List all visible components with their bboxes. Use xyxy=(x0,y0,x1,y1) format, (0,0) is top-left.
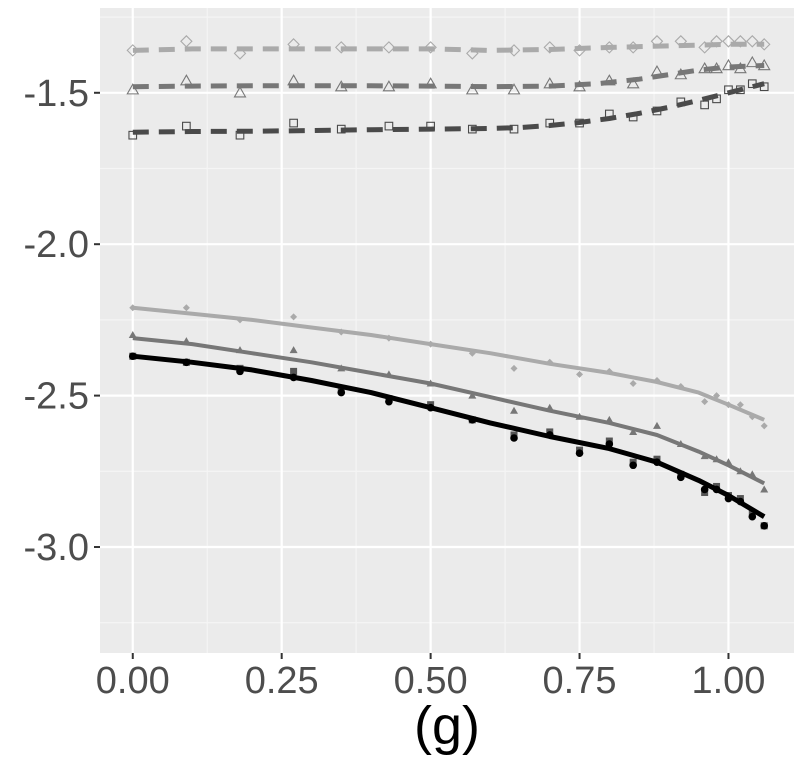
x-tick-label: 0.25 xyxy=(245,660,319,702)
x-axis-title: (g) xyxy=(414,696,480,756)
data-point xyxy=(748,512,757,521)
data-point xyxy=(510,434,518,442)
x-tick-label: 0.75 xyxy=(543,660,617,702)
data-point xyxy=(760,485,769,493)
data-point xyxy=(701,398,709,406)
data-point xyxy=(233,86,247,98)
x-tick-label: 0.00 xyxy=(96,660,170,702)
data-point xyxy=(760,422,768,430)
data-point xyxy=(289,346,298,354)
series-black-solid xyxy=(128,352,769,530)
series-middle-triangle xyxy=(126,55,771,98)
data-point xyxy=(629,461,637,470)
data-point xyxy=(745,55,759,68)
y-tick-label: -2.5 xyxy=(24,376,89,418)
data-point xyxy=(465,83,479,95)
series-light-solid xyxy=(129,304,768,430)
data-point xyxy=(507,83,521,95)
y-tick-label: -1.5 xyxy=(24,73,89,115)
x-tick-label: 1.00 xyxy=(691,660,765,702)
data-point xyxy=(510,406,519,414)
trend-line-middle-triangle xyxy=(132,63,765,90)
data-point xyxy=(290,367,298,375)
data-point xyxy=(575,449,584,457)
data-point xyxy=(424,41,437,54)
data-point xyxy=(384,121,394,131)
axis-layer: 0.00 0.25 0.50 0.75 1.00 -3.0 -2.5 -2.0 -1.5 xyxy=(24,73,766,702)
series-lower-square xyxy=(128,79,769,140)
series-mid-solid xyxy=(128,331,769,493)
data-point xyxy=(382,80,396,92)
data-point xyxy=(382,41,396,54)
trend-line-mid-solid xyxy=(132,336,766,486)
x-tick-label: 0.50 xyxy=(394,660,468,702)
data-point xyxy=(746,35,759,48)
series-upper-diamond xyxy=(126,35,771,60)
data-point xyxy=(290,313,298,321)
data-point xyxy=(182,304,190,312)
data-point xyxy=(468,391,477,399)
data-point xyxy=(576,370,584,378)
trend-line-light-solid xyxy=(132,305,765,422)
trend-line-black-solid xyxy=(132,353,766,519)
data-point xyxy=(543,41,557,54)
trend-line-lower-square xyxy=(132,81,765,135)
series-layer xyxy=(126,35,771,530)
trend-line-upper-diamond xyxy=(132,41,765,53)
data-point xyxy=(337,388,346,397)
data-point xyxy=(722,35,735,48)
y-tick-label: -3.0 xyxy=(24,527,89,569)
data-point xyxy=(128,130,138,140)
data-point xyxy=(510,364,518,372)
data-point xyxy=(289,118,298,128)
data-point xyxy=(734,35,747,48)
data-point xyxy=(334,41,348,54)
plot-panel xyxy=(100,8,794,653)
data-point xyxy=(760,522,769,530)
data-point xyxy=(629,379,637,387)
data-point xyxy=(626,77,640,89)
data-point xyxy=(652,421,661,429)
y-tick-label: -2.0 xyxy=(24,224,89,266)
data-point xyxy=(629,427,638,435)
data-point xyxy=(736,401,744,409)
data-point xyxy=(233,47,247,60)
data-point xyxy=(700,485,709,494)
grid-layer xyxy=(100,8,794,653)
